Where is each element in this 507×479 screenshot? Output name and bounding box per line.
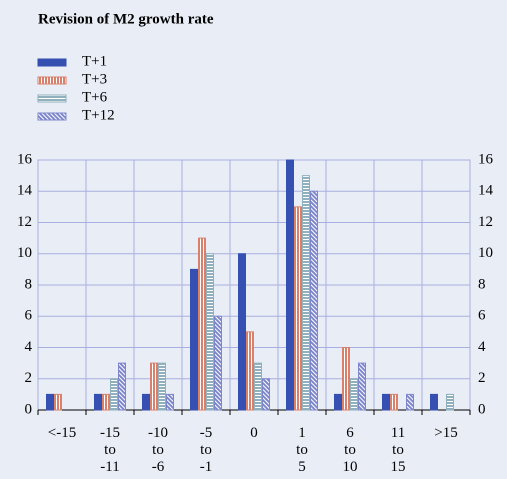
bar — [446, 393, 454, 411]
bar — [334, 393, 342, 411]
y-tick-label: 14 — [17, 183, 33, 199]
bar — [190, 268, 198, 411]
legend-swatch — [37, 76, 67, 85]
bar — [246, 331, 254, 411]
x-tick-label: 11 to 15 — [391, 425, 406, 475]
bar — [382, 393, 390, 411]
bar — [54, 393, 62, 411]
legend-swatch — [37, 94, 67, 103]
bar — [390, 393, 398, 411]
bar — [158, 362, 166, 411]
legend-label: T+6 — [82, 89, 108, 105]
bar — [350, 378, 358, 411]
bar — [254, 362, 262, 411]
bar — [430, 393, 438, 411]
y2-tick-label: 12 — [478, 214, 493, 230]
bar — [214, 315, 222, 411]
bar — [142, 393, 150, 411]
y2-tick-label: 8 — [478, 276, 486, 292]
bar — [310, 190, 318, 411]
y2-tick-label: 10 — [478, 245, 493, 261]
bar — [406, 393, 414, 411]
y2-tick-label: 16 — [478, 151, 494, 167]
legend-swatch — [37, 58, 67, 67]
bar — [206, 253, 214, 411]
x-tick-label: -10 to -6 — [148, 425, 168, 475]
y2-tick-label: 2 — [478, 370, 486, 386]
x-tick-label: -5 to -1 — [200, 425, 213, 475]
bar — [238, 253, 246, 411]
bar — [110, 378, 118, 411]
bar — [46, 393, 54, 411]
bar — [94, 393, 102, 411]
bar — [294, 206, 302, 411]
bar — [302, 175, 310, 411]
bar — [262, 378, 270, 411]
bar — [118, 362, 126, 411]
y-tick-label: 8 — [25, 276, 33, 292]
x-tick-label: 1 to 5 — [296, 425, 308, 475]
y2-tick-label: 6 — [478, 308, 486, 324]
y-tick-label: 10 — [17, 245, 32, 261]
x-tick-label: 6 to 10 — [343, 425, 358, 475]
x-tick-label: >15 — [434, 425, 457, 441]
x-tick-label: <-15 — [48, 425, 76, 441]
y-tick-label: 16 — [17, 151, 33, 167]
y-tick-label: 12 — [17, 214, 32, 230]
y2-tick-label: 4 — [478, 339, 486, 355]
y2-tick-label: 14 — [478, 183, 494, 199]
bar — [286, 159, 294, 411]
y-tick-label: 4 — [25, 339, 33, 355]
bar — [102, 393, 110, 411]
legend-label: T+12 — [82, 107, 115, 123]
bar — [358, 362, 366, 411]
legend-label: T+3 — [82, 71, 107, 87]
x-tick-label: -15 to -11 — [100, 425, 120, 475]
bar — [198, 237, 206, 411]
y-tick-label: 2 — [25, 370, 33, 386]
y2-tick-label: 0 — [478, 401, 486, 417]
bar — [166, 393, 174, 411]
bar — [150, 362, 158, 411]
chart-title: Revision of M2 growth rate — [38, 11, 214, 27]
x-tick-label: 0 — [250, 425, 258, 441]
legend-swatch — [37, 112, 67, 121]
bar — [342, 347, 350, 411]
y-tick-label: 6 — [25, 308, 33, 324]
y-tick-label: 0 — [25, 401, 33, 417]
legend-label: T+1 — [82, 53, 107, 69]
